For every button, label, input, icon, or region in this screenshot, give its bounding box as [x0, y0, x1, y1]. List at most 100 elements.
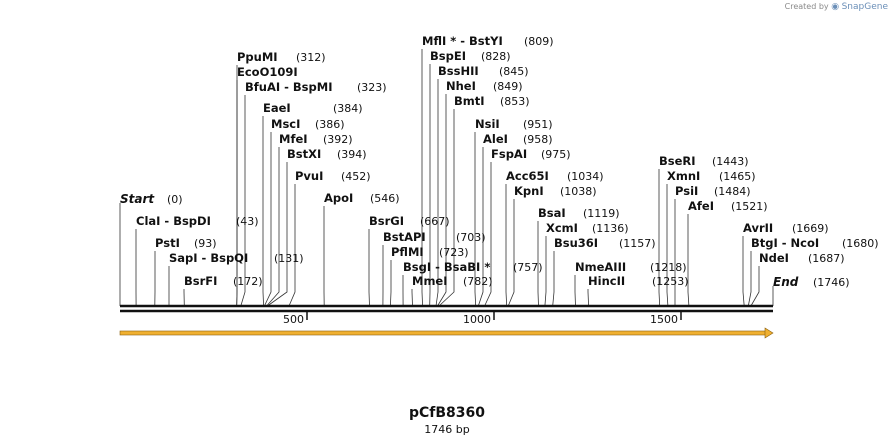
site-pos-msci: (386): [315, 118, 345, 131]
site-label-bseri[interactable]: BseRI: [659, 154, 696, 168]
site-pos-ppumi: (312): [296, 51, 326, 64]
leader-bseri: [658, 169, 661, 307]
site-label-ecoo109i[interactable]: EcoO109I: [237, 65, 298, 79]
site-pos-acc65i: (1034): [567, 170, 604, 183]
site-label-mfei[interactable]: MfeI: [279, 132, 308, 146]
site-label-bmti[interactable]: BmtI: [454, 94, 485, 108]
site-label-bsai[interactable]: BsaI: [538, 206, 566, 220]
leader-mfli: [421, 49, 423, 307]
site-pos-psti: (93): [194, 237, 217, 250]
site-label-btgi[interactable]: BtgI - NcoI: [751, 236, 819, 250]
site-label-fspai[interactable]: FspAI: [491, 147, 527, 161]
site-pos-eaei: (384): [333, 102, 363, 115]
site-pos-avrii: (1669): [792, 222, 829, 235]
leader-xmni: [666, 184, 669, 307]
dna-backbone[interactable]: [120, 304, 773, 313]
created-by-label: Created by: [784, 2, 829, 11]
feature-body[interactable]: [119, 330, 768, 336]
leader-eaei: [262, 116, 264, 307]
site-label-psti[interactable]: PstI: [155, 236, 180, 250]
feature-track[interactable]: [119, 327, 774, 339]
leader-afei: [687, 214, 690, 307]
site-label-sapi[interactable]: SapI - BspQI: [169, 251, 248, 265]
site-pos-mmei: (782): [463, 275, 493, 288]
leader-xcmi: [544, 236, 547, 307]
site-label-xcmi[interactable]: XcmI: [546, 221, 578, 235]
start-label: Start: [120, 192, 155, 206]
site-label-bstxi[interactable]: BstXI: [287, 147, 321, 161]
site-label-bfuai[interactable]: BfuAI - BspMI: [245, 80, 332, 94]
leader-bsai: [537, 221, 539, 307]
site-label-msci[interactable]: MscI: [271, 117, 300, 131]
site-label-apoi[interactable]: ApoI: [324, 191, 353, 205]
site-pos-bspei: (828): [481, 50, 511, 63]
site-label-bspei[interactable]: BspEI: [430, 49, 466, 63]
tick-label-500: 500: [283, 313, 304, 326]
site-pos-nmeaiii: (1218): [650, 261, 687, 274]
site-label-avrii[interactable]: AvrII: [743, 221, 773, 235]
snapgene-app-name: SnapGene: [841, 2, 888, 12]
site-pos-clai: (43): [236, 215, 259, 228]
leader-bfuai: [240, 95, 246, 307]
site-label-nmeaiii[interactable]: NmeAIII: [575, 260, 626, 274]
leader-acc65i: [505, 184, 508, 307]
site-pos-hincii: (1253): [652, 275, 689, 288]
feature-arrowhead[interactable]: [764, 327, 774, 339]
site-label-pvui[interactable]: PvuI: [295, 169, 323, 183]
leader-bsu36i: [552, 251, 555, 307]
site-pos-kpni: (1038): [560, 185, 597, 198]
site-label-bsrfi[interactable]: BsrFI: [184, 274, 217, 288]
leader-fspai: [484, 162, 492, 307]
site-label-psii[interactable]: PsiI: [675, 184, 698, 198]
site-label-bsrgi[interactable]: BsrGI: [369, 214, 404, 228]
site-label-bsgi[interactable]: BsgI - BsaBI *: [403, 260, 490, 274]
site-pos-alei: (958): [523, 133, 553, 146]
site-label-nsii[interactable]: NsiI: [475, 117, 500, 131]
site-pos-btgi: (1680): [842, 237, 879, 250]
site-pos-bsrgi: (667): [420, 215, 450, 228]
site-label-nhei[interactable]: NheI: [446, 79, 476, 93]
site-pos-mfei: (392): [323, 133, 353, 146]
site-label-ndei[interactable]: NdeI: [759, 251, 789, 265]
site-label-eaei[interactable]: EaeI: [263, 101, 291, 115]
tick-label-1500: 1500: [650, 313, 678, 326]
site-pos-nhei: (849): [493, 80, 523, 93]
snapgene-logo-icon: ◉: [831, 2, 840, 12]
site-pos-ndei: (1687): [808, 252, 845, 265]
leader-bsshii: [435, 79, 439, 307]
site-label-mfli[interactable]: MflI * - BstYI: [422, 34, 503, 48]
site-pos-xcmi: (1136): [592, 222, 629, 235]
site-label-bsu36i[interactable]: Bsu36I: [554, 236, 598, 250]
site-pos-pvui: (452): [341, 170, 371, 183]
site-pos-bseri: (1443): [712, 155, 749, 168]
site-label-xmni[interactable]: XmnI: [667, 169, 700, 183]
site-label-bstapi[interactable]: BstAPI: [383, 230, 426, 244]
site-label-acc65i[interactable]: Acc65I: [506, 169, 549, 183]
leader-btgi: [747, 251, 752, 307]
site-label-mmei[interactable]: MmeI: [412, 274, 448, 288]
end-pos: (1746): [813, 276, 850, 289]
leader-msci: [264, 132, 272, 307]
leader-mmei: [411, 289, 413, 307]
tick-label-1000: 1000: [463, 313, 491, 326]
leader-ndei: [750, 266, 760, 307]
site-leader-lines: [119, 49, 774, 307]
leader-pvui: [288, 184, 296, 307]
leader-kpni: [507, 199, 515, 307]
site-label-bsshii[interactable]: BssHII: [438, 64, 479, 78]
site-label-clai[interactable]: ClaI - BspDI: [136, 214, 211, 228]
site-pos-pflmi: (723): [439, 246, 469, 259]
site-label-kpni[interactable]: KpnI: [514, 184, 544, 198]
leader-bsrgi: [368, 229, 370, 307]
site-label-ppumi[interactable]: PpuMI: [237, 50, 278, 64]
site-pos-bsrfi: (172): [233, 275, 263, 288]
site-label-pflmi[interactable]: PflMI: [391, 245, 424, 259]
site-label-afei[interactable]: AfeI: [688, 199, 714, 213]
leader-mfei: [266, 147, 280, 307]
site-label-alei[interactable]: AleI: [483, 132, 508, 146]
site-pos-bsu36i: (1157): [619, 237, 656, 250]
leader-nsii: [474, 132, 477, 307]
site-pos-xmni: (1465): [719, 170, 756, 183]
site-label-hincii[interactable]: HincII: [588, 274, 625, 288]
